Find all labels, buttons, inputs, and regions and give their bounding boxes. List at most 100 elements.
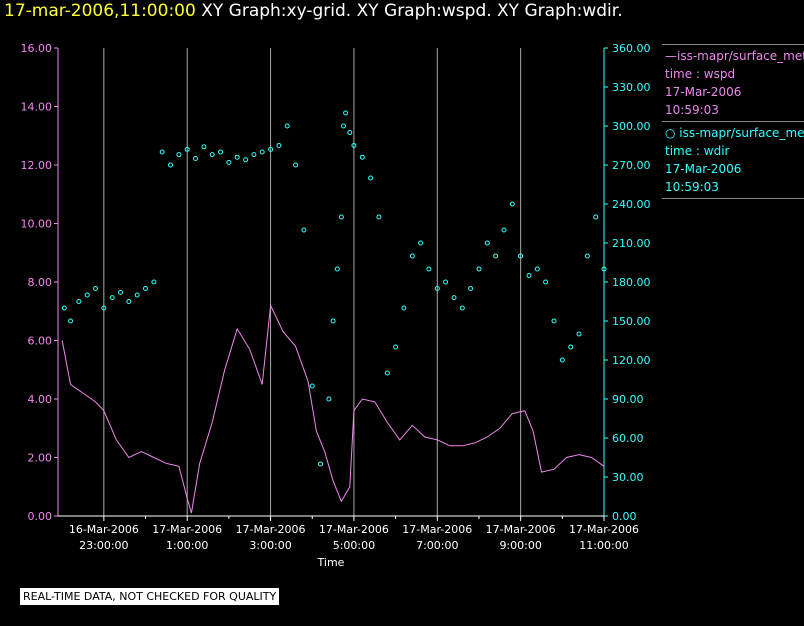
legend-wdir-var: time : wdir [665, 144, 730, 158]
y-right-tick-label-1: 30.00 [612, 471, 644, 484]
series-wdir-markers [61, 110, 607, 467]
wdir-point [301, 227, 307, 233]
wdir-point [93, 286, 98, 291]
wdir-point [143, 286, 148, 291]
wdir-point [209, 152, 215, 158]
x-axis-label: Time [317, 556, 345, 569]
wdir-point [368, 175, 374, 181]
x-tick-date-1: 17-Mar-2006 [152, 523, 222, 536]
legend-wdir-time: 10:59:03 [665, 180, 719, 194]
wdir-point [468, 286, 474, 291]
y-right-tick-label-8: 240.00 [612, 198, 651, 211]
wdir-point [126, 299, 132, 304]
y-left-tick-label-2: 4.00 [28, 393, 53, 406]
wdir-point [426, 266, 432, 272]
title-graph-names: XY Graph:xy-grid. XY Graph:wspd. XY Grap… [195, 1, 623, 21]
legend-wspd-name: —iss-mapr/surface_met [665, 49, 804, 63]
y-left-tick-label-6: 12.00 [21, 159, 53, 172]
x-tick-time-5: 9:00:00 [499, 539, 541, 552]
wdir-point [376, 214, 382, 220]
wdir-point [526, 273, 532, 278]
legend-wdir-date: 17-Mar-2006 [665, 162, 742, 176]
wdir-point [443, 279, 449, 285]
y-right-tick-label-3: 90.00 [612, 393, 644, 406]
y-right-tick-label-5: 150.00 [612, 315, 651, 328]
wdir-point [234, 154, 240, 160]
y-right-tick-label-0: 0.00 [612, 510, 637, 523]
wdir-point [76, 299, 82, 304]
wdir-point [451, 295, 457, 301]
wdir-point [159, 149, 165, 155]
wdir-point [343, 110, 349, 116]
wdir-point [341, 123, 346, 129]
page-title: 17-mar-2006,11:00:00 XY Graph:xy-grid. X… [4, 0, 623, 22]
y-right-tick-label-12: 360.00 [612, 42, 651, 55]
wdir-point [476, 266, 482, 272]
wdir-point [68, 318, 73, 324]
y-right-ticks: 0.00 30.00 60.00 90.00 120.00 150.00 180.00 210… [604, 42, 651, 523]
wdir-point [201, 144, 207, 150]
legend-wspd-var: time : wspd [665, 67, 736, 81]
wdir-point [518, 253, 524, 259]
wdir-point [251, 152, 257, 158]
wdir-point [484, 240, 490, 246]
x-tick-date-4: 17-Mar-2006 [402, 523, 472, 536]
wdir-point [309, 383, 315, 389]
wdir-point [168, 162, 173, 168]
y-right-tick-label-10: 300.00 [612, 120, 651, 133]
wdir-point [593, 214, 599, 220]
legend: —iss-mapr/surface_met time : wspd 17-Mar… [662, 44, 804, 199]
title-timestamp: 17-mar-2006,11:00:00 [4, 1, 196, 21]
x-tick-time-3: 5:00:00 [333, 539, 375, 552]
wdir-point [501, 227, 507, 233]
wdir-point [576, 331, 582, 337]
legend-wdir-name: ○ iss-mapr/surface_met [665, 126, 804, 140]
wdir-point [118, 289, 123, 295]
wdir-point [493, 253, 499, 259]
wdir-point [61, 305, 67, 311]
wdir-point [176, 152, 182, 158]
x-tick-date-0: 16-Mar-2006 [69, 523, 139, 536]
x-tick-time-1: 1:00:00 [166, 539, 208, 552]
wdir-point [276, 143, 282, 148]
wdir-point [543, 279, 549, 285]
legend-entry-wspd[interactable]: —iss-mapr/surface_met time : wspd 17-Mar… [662, 44, 804, 122]
x-tick-time-2: 3:00:00 [249, 539, 291, 552]
x-tick-time-4: 7:00:00 [416, 539, 458, 552]
wdir-point [268, 146, 274, 152]
y-left-ticks: 0.00 2.00 4.00 6.00 8.00 10.00 12.00 14.00 16.00 [21, 42, 58, 523]
wdir-point [109, 295, 115, 301]
wdir-point [134, 292, 140, 298]
y-left-tick-label-8: 16.00 [21, 42, 53, 55]
legend-entry-wdir[interactable]: ○ iss-mapr/surface_met time : wdir 17-Ma… [662, 122, 804, 199]
legend-wspd-date: 17-Mar-2006 [665, 85, 742, 99]
x-tick-date-5: 17-Mar-2006 [486, 523, 556, 536]
x-tick-date-6: 17-Mar-2006 [569, 523, 639, 536]
x-tick-date-3: 17-Mar-2006 [319, 523, 389, 536]
wdir-point [334, 266, 340, 272]
wdir-point [330, 318, 336, 324]
wdir-point [284, 123, 290, 129]
legend-wspd-time: 10:59:03 [665, 103, 719, 117]
wdir-point [259, 149, 265, 155]
wdir-point [184, 146, 190, 152]
y-right-tick-label-11: 330.00 [612, 81, 651, 94]
wdir-point [601, 266, 607, 272]
wdir-point [338, 214, 344, 220]
wdir-point [551, 318, 557, 324]
wdir-point [401, 305, 407, 311]
wdir-point [151, 279, 157, 285]
wdir-point [459, 305, 465, 311]
wdir-point [347, 130, 353, 135]
wdir-point [534, 266, 540, 272]
y-right-tick-label-7: 210.00 [612, 237, 651, 250]
wdir-point [409, 253, 415, 259]
wdir-point [326, 396, 332, 402]
y-left-tick-label-0: 0.00 [28, 510, 53, 523]
wdir-point [218, 149, 223, 155]
y-left-tick-label-4: 8.00 [28, 276, 53, 289]
wdir-point [584, 253, 590, 259]
wdir-point [384, 370, 390, 376]
wdir-point [359, 154, 365, 160]
